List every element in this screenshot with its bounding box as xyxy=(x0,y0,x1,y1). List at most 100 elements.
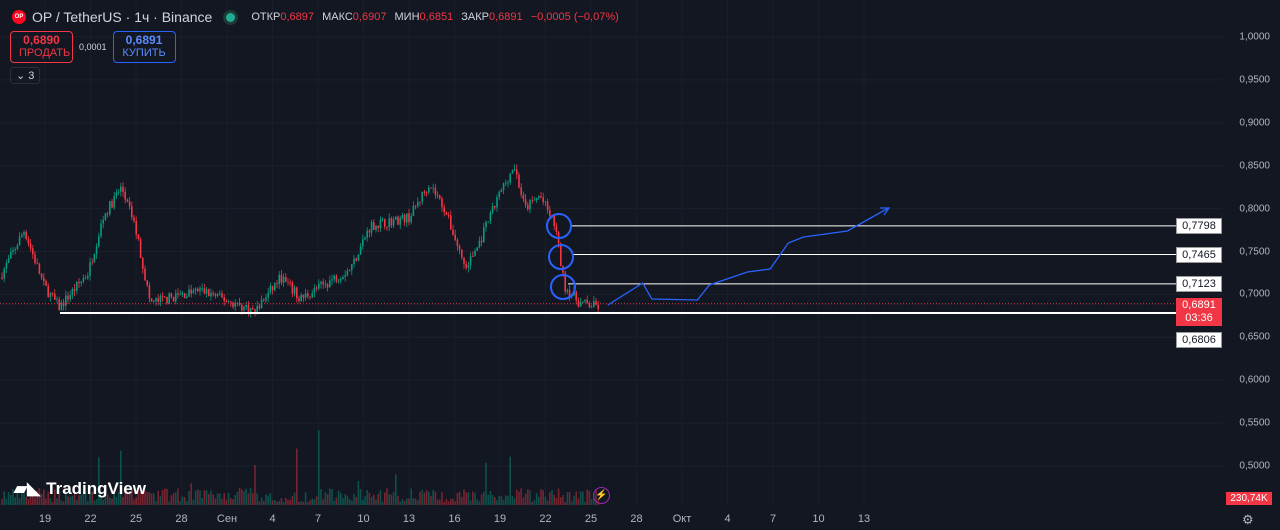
volume-bar xyxy=(590,499,593,505)
candle-body xyxy=(23,231,25,235)
volume-bar xyxy=(157,490,159,505)
volume-bar xyxy=(73,493,76,505)
volume-bar xyxy=(496,500,498,505)
sell-button[interactable]: 0,6890 ПРОДАТЬ xyxy=(10,31,73,63)
volume-bar xyxy=(181,496,184,505)
time-tick: 16 xyxy=(448,513,461,525)
time-tick: 4 xyxy=(724,513,731,525)
lightning-icon[interactable]: ⚡ xyxy=(593,487,610,504)
volume-bar xyxy=(489,490,492,505)
candle-body xyxy=(315,287,318,289)
candle-body xyxy=(84,277,87,279)
volume-bar xyxy=(172,493,175,505)
candle-body xyxy=(164,296,166,298)
candle-body xyxy=(538,196,540,199)
candle-body xyxy=(494,205,496,208)
candle-body xyxy=(188,289,190,297)
candle-body xyxy=(298,298,300,302)
volume-bar xyxy=(320,489,322,505)
candle-body xyxy=(364,237,366,240)
candle-body xyxy=(29,243,32,249)
candle-body xyxy=(390,218,393,226)
candle-body xyxy=(16,245,19,250)
candle-body xyxy=(102,219,104,224)
candle-body xyxy=(104,213,107,220)
candle-body xyxy=(1,277,3,279)
volume-bar xyxy=(458,491,461,505)
volume-bar xyxy=(159,496,162,505)
volume-bar xyxy=(533,500,536,505)
candle-body xyxy=(381,218,384,220)
volume-bar xyxy=(216,493,219,505)
volume-bar xyxy=(263,500,265,505)
volume-bar xyxy=(245,488,247,505)
volume-bar xyxy=(183,497,186,505)
candle-body xyxy=(379,219,382,229)
time-tick: 19 xyxy=(38,513,52,525)
candle-body xyxy=(366,230,368,238)
volume-bar xyxy=(368,492,371,505)
volume-bar xyxy=(491,495,494,505)
candle-body xyxy=(533,199,536,201)
volume-bar xyxy=(227,493,230,505)
symbol-title[interactable]: OP / TetherUS · 1ч · Binance xyxy=(32,9,213,25)
volume-bar xyxy=(340,493,342,505)
candle-body xyxy=(487,221,489,223)
candle-body xyxy=(461,249,463,258)
candle-body xyxy=(434,187,437,195)
volume-bar xyxy=(221,499,223,505)
volume-bar xyxy=(309,500,311,505)
candle-body xyxy=(197,288,199,292)
volume-bar xyxy=(348,498,351,505)
candle-body xyxy=(14,249,16,251)
volume-bar xyxy=(324,492,327,505)
candle-body xyxy=(25,231,27,239)
price-tick: 0,8500 xyxy=(1239,160,1270,172)
candle-body xyxy=(243,306,245,311)
volume-bar xyxy=(104,493,107,505)
candle-body xyxy=(476,247,478,251)
candle-body xyxy=(386,226,388,228)
candle-body xyxy=(584,299,586,302)
market-status-icon xyxy=(226,12,236,22)
candle-body xyxy=(238,302,241,305)
candle-body xyxy=(91,262,93,264)
candle-body xyxy=(201,288,203,289)
candle-body xyxy=(76,281,78,291)
volume-bar xyxy=(588,490,591,505)
candle-body xyxy=(135,220,137,235)
candle-body xyxy=(166,296,168,304)
volume-bar xyxy=(386,488,388,505)
volume-bar xyxy=(148,492,151,505)
candle-body xyxy=(43,277,45,281)
candle-body xyxy=(106,213,109,215)
candle-body xyxy=(192,290,195,294)
candle-body xyxy=(456,239,459,246)
volume-bar xyxy=(463,489,465,505)
volume-bar xyxy=(25,496,27,505)
gear-icon[interactable]: ⚙ xyxy=(1242,512,1254,527)
volume-bar xyxy=(155,501,157,505)
candle-body xyxy=(516,169,518,175)
volume-bar xyxy=(142,492,144,505)
candle-body xyxy=(333,275,335,280)
candle-body xyxy=(117,191,120,193)
tradingview-logo[interactable]: ▰◣ TradingView xyxy=(14,479,146,498)
volume-bar xyxy=(430,496,432,505)
volume-bar xyxy=(120,450,122,505)
indicators-toggle[interactable]: ⌄ 3 xyxy=(10,67,41,84)
volume-bar xyxy=(461,497,463,505)
candle-body xyxy=(362,239,364,247)
candle-body xyxy=(535,198,538,200)
volume-bar xyxy=(126,490,129,505)
candle-body xyxy=(269,285,272,293)
candle-body xyxy=(214,294,217,296)
time-tick: 28 xyxy=(175,513,188,525)
arrow-head-icon xyxy=(880,207,891,216)
candle-body xyxy=(271,285,274,291)
candle-body xyxy=(51,292,54,294)
buy-button[interactable]: 0,6891 КУПИТЬ xyxy=(112,31,176,63)
candle-body xyxy=(219,293,221,295)
volume-bar xyxy=(282,501,285,505)
